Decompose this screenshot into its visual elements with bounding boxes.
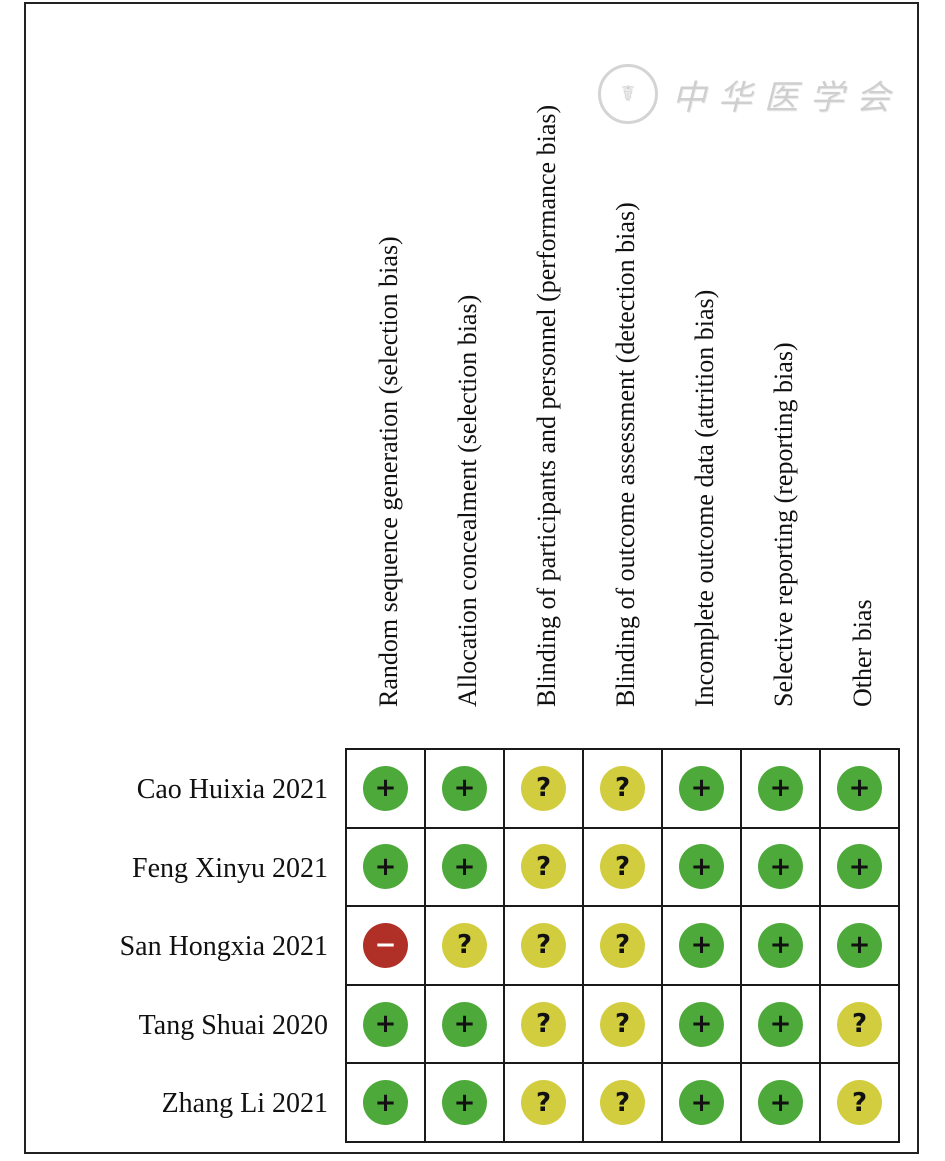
study-label: Feng Xinyu 2021	[132, 852, 328, 884]
column-header: Selective reporting (reporting bias)	[744, 0, 823, 733]
low-risk-mark: +	[837, 844, 882, 890]
low-risk-mark: +	[363, 1001, 408, 1047]
low-risk-mark: +	[758, 922, 803, 968]
unclear-risk-mark: ?	[837, 1080, 882, 1126]
grid-cell: ?	[584, 750, 663, 829]
column-header-label: Selective reporting (reporting bias)	[768, 342, 798, 707]
grid-cell: +	[742, 985, 821, 1065]
grid-cell: ?	[821, 985, 900, 1065]
low-risk-mark: +	[442, 1080, 487, 1126]
grid-cell: ?	[584, 985, 663, 1065]
grid-cell: ?	[505, 1064, 584, 1143]
study-label: Tang Shuai 2020	[138, 1009, 328, 1041]
column-header: Random sequence generation (selection bi…	[349, 0, 428, 733]
low-risk-mark: +	[442, 1001, 487, 1047]
study-label: Cao Huixia 2021	[136, 774, 328, 805]
unclear-risk-mark: ?	[600, 765, 645, 811]
grid-cell: +	[426, 985, 505, 1065]
low-risk-mark: +	[758, 1080, 803, 1126]
watermark-text: 中华医学会	[672, 79, 902, 117]
column-header: Blinding of participants and personnel (…	[507, 0, 586, 733]
column-header: Allocation concealment (selection bias)	[428, 0, 507, 733]
grid-cell: +	[347, 828, 426, 908]
grid-cell: +	[426, 750, 505, 829]
grid-cell: ?	[505, 907, 584, 986]
unclear-risk-mark: ?	[521, 1001, 566, 1047]
column-header: Incomplete outcome data (attrition bias)	[665, 0, 744, 733]
grid-cell: ?	[584, 907, 663, 986]
unclear-risk-mark: ?	[600, 844, 645, 890]
unclear-risk-mark: ?	[521, 1080, 566, 1126]
grid-cell: ?	[584, 828, 663, 908]
grid-cell: +	[742, 1064, 821, 1143]
grid-cell: ?	[505, 985, 584, 1065]
figure-frame	[24, 2, 919, 1154]
unclear-risk-mark: ?	[442, 922, 487, 968]
grid-cell: +	[821, 750, 900, 829]
grid-cell: +	[347, 750, 426, 829]
grid-cell: +	[426, 828, 505, 908]
unclear-risk-mark: ?	[521, 765, 566, 811]
low-risk-mark: +	[679, 765, 724, 811]
grid-cell: ?	[584, 1064, 663, 1143]
grid-cell: +	[742, 828, 821, 908]
unclear-risk-mark: ?	[521, 844, 566, 890]
column-header-label: Incomplete outcome data (attrition bias)	[689, 289, 719, 707]
column-header-label: Other bias	[847, 599, 877, 707]
low-risk-mark: +	[442, 765, 487, 811]
grid-cell: +	[426, 1064, 505, 1143]
grid-cell: ?	[426, 907, 505, 986]
seal-icon: ☤	[598, 64, 658, 124]
grid-cell: +	[742, 750, 821, 829]
low-risk-mark: +	[758, 844, 803, 890]
watermark: ☤ 中华医学会	[598, 64, 902, 124]
column-header-label: Random sequence generation (selection bi…	[373, 236, 403, 707]
low-risk-mark: +	[837, 922, 882, 968]
column-header-label: Blinding of outcome assessment (detectio…	[610, 202, 640, 707]
grid-cell: −	[347, 907, 426, 986]
unclear-risk-mark: ?	[837, 1001, 882, 1047]
low-risk-mark: +	[679, 1001, 724, 1047]
low-risk-mark: +	[758, 1001, 803, 1047]
grid-cell: +	[347, 985, 426, 1065]
low-risk-mark: +	[363, 844, 408, 890]
grid-cell: +	[663, 750, 742, 829]
low-risk-mark: +	[442, 844, 487, 890]
grid-cell: +	[663, 907, 742, 986]
low-risk-mark: +	[363, 765, 408, 811]
low-risk-mark: +	[363, 1080, 408, 1126]
unclear-risk-mark: ?	[600, 1080, 645, 1126]
grid-cell: +	[821, 828, 900, 908]
low-risk-mark: +	[679, 922, 724, 968]
unclear-risk-mark: ?	[600, 922, 645, 968]
column-header: Other bias	[823, 0, 902, 733]
high-risk-mark: −	[363, 922, 408, 968]
study-label: Zhang Li 2021	[161, 1088, 328, 1120]
unclear-risk-mark: ?	[600, 1001, 645, 1047]
risk-of-bias-grid: + +?? + + + + +?? + + + −??? + + + + +?? + +? + +?? + +?	[345, 748, 900, 1143]
grid-cell: +	[663, 1064, 742, 1143]
column-header-label: Allocation concealment (selection bias)	[452, 294, 482, 707]
study-label: San Hongxia 2021	[119, 931, 328, 963]
grid-cell: ?	[821, 1064, 900, 1143]
grid-cell: +	[821, 907, 900, 986]
grid-cell: +	[742, 907, 821, 986]
low-risk-mark: +	[679, 844, 724, 890]
grid-cell: +	[663, 985, 742, 1065]
low-risk-mark: +	[837, 765, 882, 811]
unclear-risk-mark: ?	[521, 922, 566, 968]
column-header-label: Blinding of participants and personnel (…	[531, 104, 561, 707]
grid-cell: ?	[505, 750, 584, 829]
column-header: Blinding of outcome assessment (detectio…	[586, 0, 665, 733]
low-risk-mark: +	[758, 765, 803, 811]
grid-cell: +	[347, 1064, 426, 1143]
low-risk-mark: +	[679, 1080, 724, 1126]
grid-cell: ?	[505, 828, 584, 908]
grid-cell: +	[663, 828, 742, 908]
